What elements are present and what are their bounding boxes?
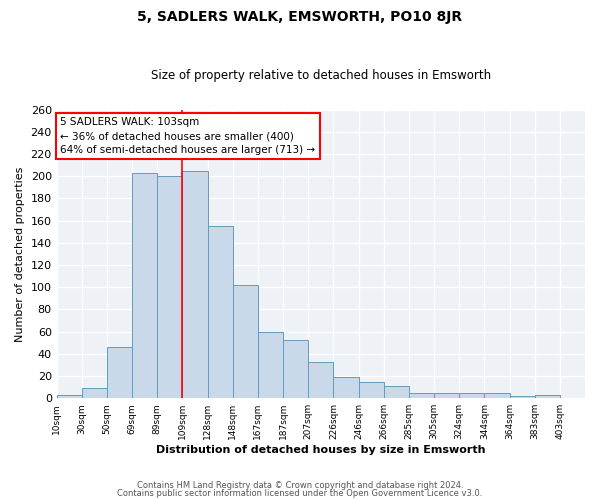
Bar [82,388,107,398]
Text: 5 SADLERS WALK: 103sqm
← 36% of detached houses are smaller (400)
64% of semi-de: 5 SADLERS WALK: 103sqm ← 36% of detached… [61,118,316,156]
Bar [384,386,409,398]
Bar [434,392,459,398]
Text: Contains HM Land Registry data © Crown copyright and database right 2024.: Contains HM Land Registry data © Crown c… [137,481,463,490]
Bar [56,395,82,398]
Bar [359,382,384,398]
Bar [334,377,359,398]
Bar [409,392,434,398]
Bar [233,285,258,398]
Y-axis label: Number of detached properties: Number of detached properties [15,166,25,342]
Bar [258,332,283,398]
Bar [535,395,560,398]
Bar [157,176,182,398]
X-axis label: Distribution of detached houses by size in Emsworth: Distribution of detached houses by size … [156,445,485,455]
Bar [283,340,308,398]
Bar [182,170,208,398]
Bar [132,173,157,398]
Bar [509,396,535,398]
Bar [107,347,132,398]
Bar [208,226,233,398]
Bar [484,392,509,398]
Title: Size of property relative to detached houses in Emsworth: Size of property relative to detached ho… [151,69,491,82]
Text: 5, SADLERS WALK, EMSWORTH, PO10 8JR: 5, SADLERS WALK, EMSWORTH, PO10 8JR [137,10,463,24]
Bar [308,362,334,398]
Text: Contains public sector information licensed under the Open Government Licence v3: Contains public sector information licen… [118,488,482,498]
Bar [459,392,484,398]
